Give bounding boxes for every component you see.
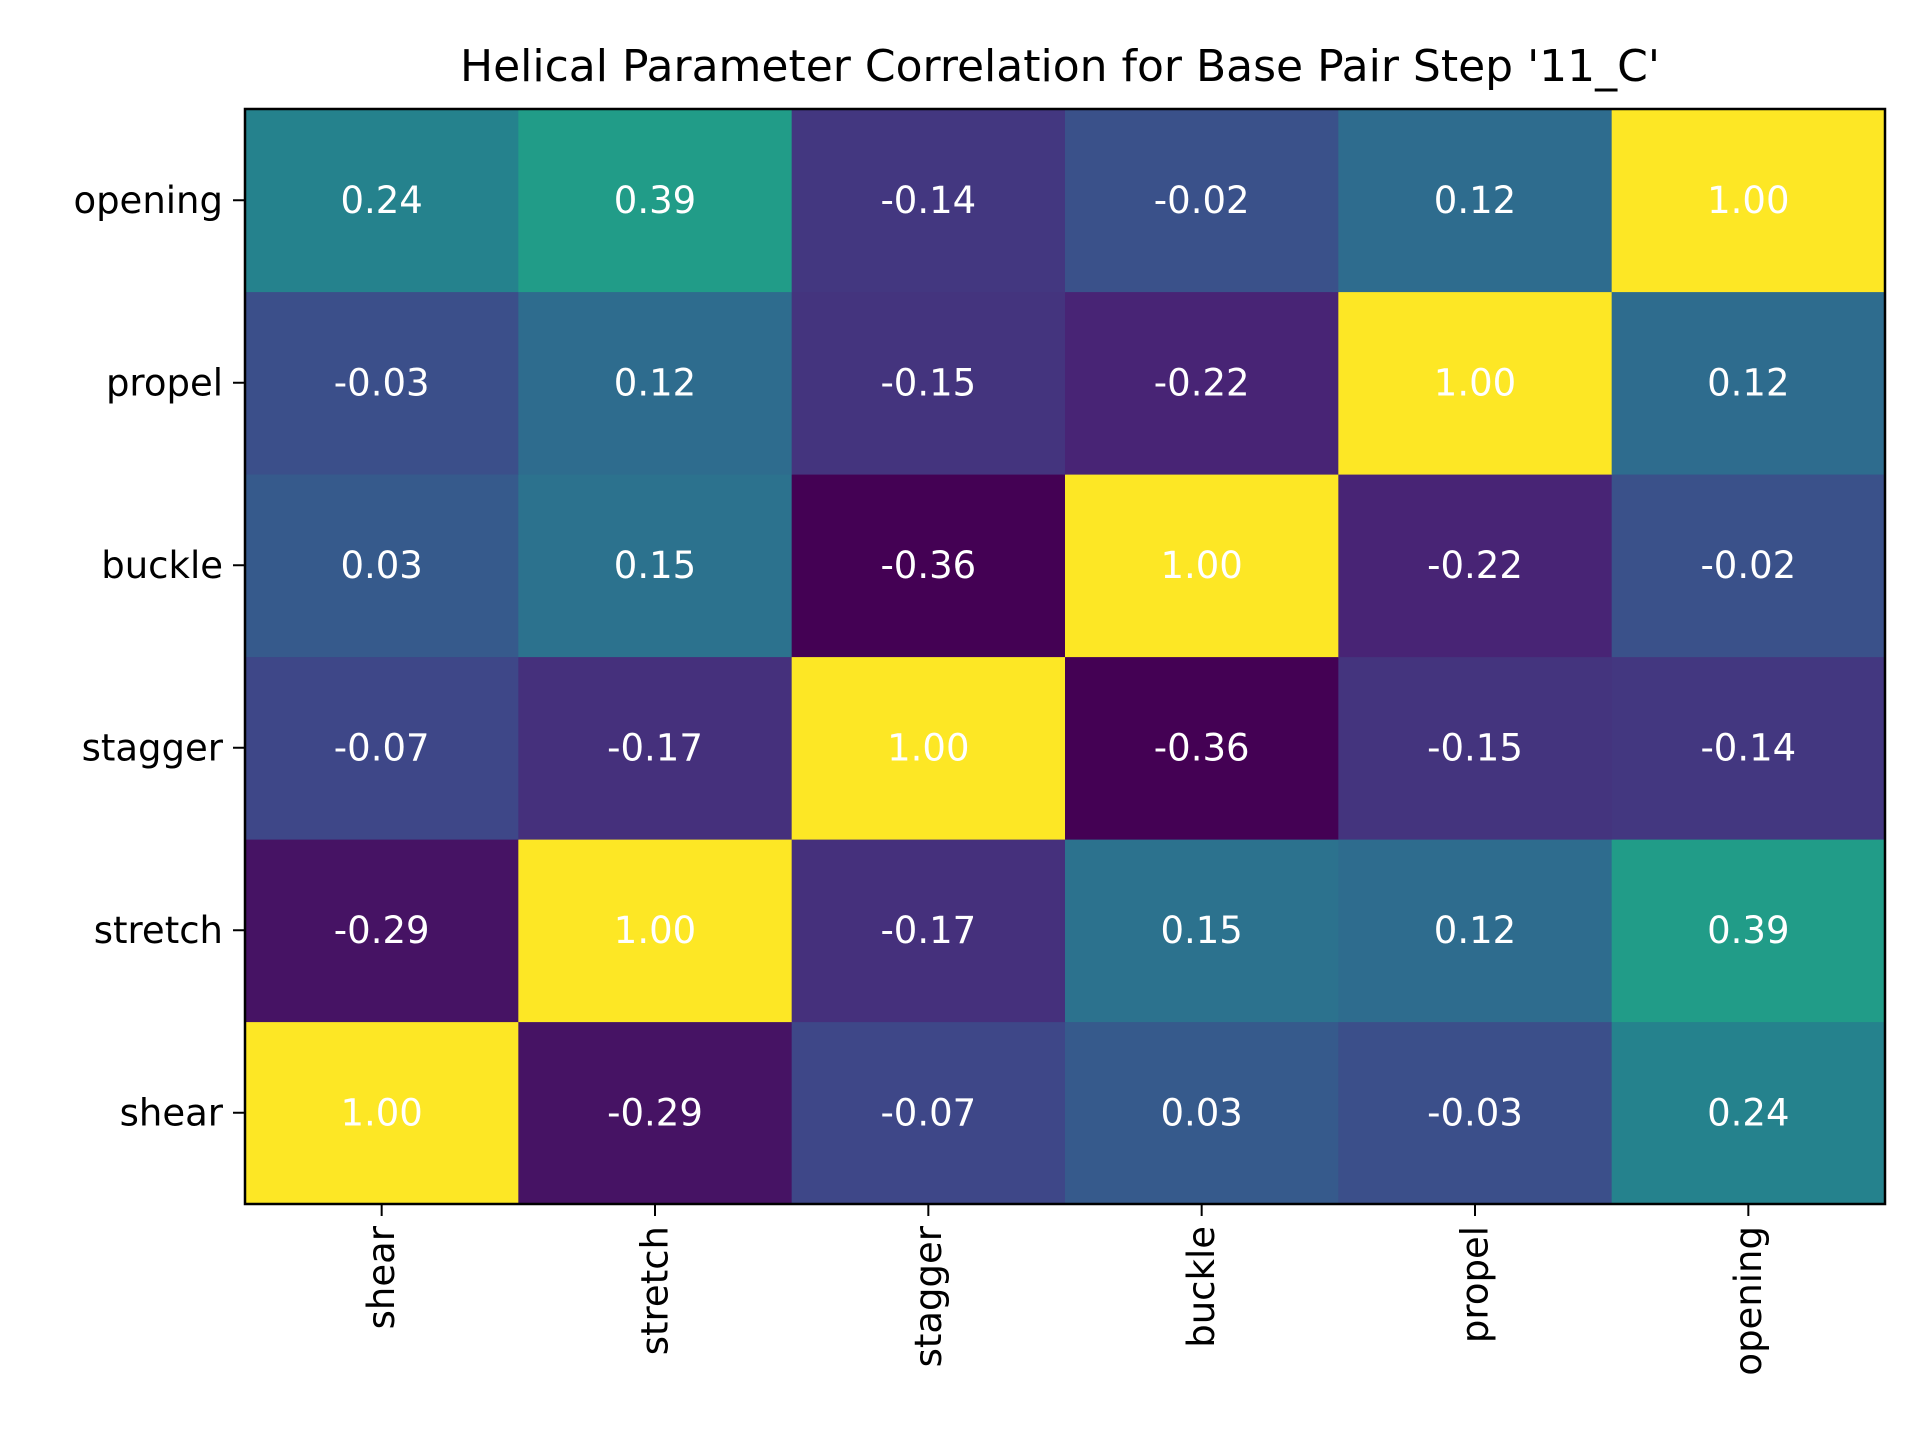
heatmap-cell-stretch-stagger [791, 839, 1066, 1023]
chart-title: Helical Parameter Correlation for Base P… [460, 41, 1660, 92]
cell-value-label: 0.12 [1707, 361, 1789, 404]
x-tick-label: stagger [907, 1225, 950, 1367]
x-tick-label: buckle [1180, 1226, 1223, 1348]
heatmap-cell-buckle-stagger [791, 474, 1066, 658]
heatmap-cell-stretch-propel [1338, 839, 1613, 1023]
heatmap-cell-stagger-opening [1611, 656, 1886, 840]
heatmap-cell-shear-opening [1611, 1021, 1886, 1205]
cell-value-label: -0.07 [334, 726, 430, 769]
cell-value-label: -0.29 [334, 909, 430, 952]
heatmap-cell-shear-stretch [518, 1021, 793, 1205]
heatmap-cell-opening-opening [1611, 109, 1886, 293]
cell-value-label: 0.12 [614, 361, 696, 404]
cell-value-label: -0.15 [1427, 726, 1523, 769]
heatmap-cell-buckle-propel [1338, 474, 1613, 658]
cell-value-label: -0.14 [880, 179, 976, 222]
cell-value-label: -0.22 [1427, 544, 1523, 587]
heatmap-cell-stagger-propel [1338, 656, 1613, 840]
cell-value-label: 0.12 [1434, 179, 1516, 222]
heatmap-cell-propel-buckle [1065, 291, 1339, 475]
heatmap-cell-buckle-shear [245, 474, 519, 658]
heatmap-cell-shear-propel [1338, 1021, 1613, 1205]
y-axis: shear stretch stagger buckle propel opening [73, 179, 245, 1134]
cell-value-label: -0.36 [1154, 726, 1250, 769]
cell-value-label: -0.29 [607, 1091, 703, 1134]
heatmap-cell-shear-stagger [791, 1021, 1066, 1205]
heatmap-cell-opening-stretch [518, 109, 793, 293]
cell-value-label: -0.03 [334, 361, 430, 404]
cell-value-label: 0.24 [340, 179, 422, 222]
cell-value-label: 1.00 [614, 909, 696, 952]
cell-value-label: 0.03 [1160, 1091, 1242, 1134]
cell-value-label: -0.15 [880, 361, 976, 404]
cell-value-label: 0.12 [1434, 909, 1516, 952]
cell-value-label: -0.17 [880, 909, 976, 952]
heatmap-cell-stagger-stretch [518, 656, 793, 840]
heatmap-cell-propel-opening [1611, 291, 1886, 475]
cell-value-label: 1.00 [887, 726, 969, 769]
cell-value-label: 0.15 [614, 544, 696, 587]
heatmap-cell-stretch-shear [245, 839, 519, 1023]
heatmap-cell-propel-stretch [518, 291, 793, 475]
x-tick-label: propel [1454, 1226, 1497, 1343]
heatmap-cell-stagger-buckle [1065, 656, 1339, 840]
heatmap-cell-opening-buckle [1065, 109, 1339, 293]
y-tick-label: shear [120, 1091, 224, 1134]
heatmap-cell-stretch-stretch [518, 839, 793, 1023]
heatmap-cell-shear-buckle [1065, 1021, 1339, 1205]
cell-value-label: -0.03 [1427, 1091, 1523, 1134]
cell-value-label: -0.17 [607, 726, 703, 769]
heatmap-cell-propel-stagger [791, 291, 1066, 475]
heatmap-cell-propel-propel [1338, 291, 1613, 475]
heatmap-cells [245, 109, 1886, 1205]
heatmap-cell-buckle-buckle [1065, 474, 1339, 658]
y-tick-label: opening [73, 179, 223, 222]
heatmap-cell-opening-shear [245, 109, 519, 293]
cell-value-label: -0.22 [1154, 361, 1250, 404]
heatmap-cell-labels: 1.00 -0.29 -0.07 0.03 -0.03 0.24 -0.29 1.00 -0.1… [334, 179, 1796, 1135]
x-tick-label: shear [360, 1225, 403, 1329]
cell-value-label: -0.36 [880, 544, 976, 587]
cell-value-label: 1.00 [340, 1091, 422, 1134]
heatmap-cell-stagger-stagger [791, 656, 1066, 840]
heatmap-cell-propel-shear [245, 291, 519, 475]
cell-value-label: -0.14 [1700, 726, 1796, 769]
cell-value-label: 1.00 [1707, 179, 1789, 222]
y-tick-label: stretch [94, 909, 223, 952]
x-tick-label: opening [1727, 1226, 1770, 1376]
heatmap-cell-shear-shear [245, 1021, 519, 1205]
cell-value-label: -0.02 [1154, 179, 1250, 222]
y-tick-label: propel [106, 361, 223, 404]
cell-value-label: 0.39 [1707, 909, 1789, 952]
x-axis: shear stretch stagger buckle propel opening [360, 1204, 1770, 1376]
heatmap-cell-opening-stagger [791, 109, 1066, 293]
cell-value-label: 0.15 [1160, 909, 1242, 952]
heatmap-cell-opening-propel [1338, 109, 1613, 293]
x-tick-label: stretch [634, 1226, 677, 1355]
cell-value-label: 1.00 [1434, 361, 1516, 404]
cell-value-label: 0.24 [1707, 1091, 1789, 1134]
plot-frame [243, 107, 1887, 1206]
cell-value-label: 0.03 [340, 544, 422, 587]
heatmap-cell-stretch-opening [1611, 839, 1886, 1023]
cell-value-label: -0.07 [880, 1091, 976, 1134]
cell-value-label: 0.39 [614, 179, 696, 222]
heatmap-cell-stretch-buckle [1065, 839, 1339, 1023]
heatmap-cell-buckle-opening [1611, 474, 1886, 658]
cell-value-label: -0.02 [1700, 544, 1796, 587]
cell-value-label: 1.00 [1160, 544, 1242, 587]
y-tick-label: stagger [82, 726, 224, 769]
y-tick-label: buckle [101, 544, 223, 587]
heatmap-cell-stagger-shear [245, 656, 519, 840]
heatmap-cell-buckle-stretch [518, 474, 793, 658]
